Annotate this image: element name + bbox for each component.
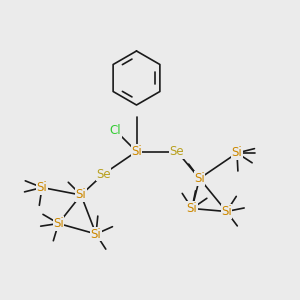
Text: Cl: Cl	[110, 124, 121, 137]
Text: Si: Si	[232, 146, 242, 160]
Text: Si: Si	[91, 227, 101, 241]
Text: Se: Se	[96, 167, 111, 181]
Text: Si: Si	[131, 145, 142, 158]
Text: Si: Si	[37, 181, 47, 194]
Text: Se: Se	[170, 145, 184, 158]
Text: Si: Si	[194, 172, 205, 185]
Text: Si: Si	[221, 205, 232, 218]
Text: Si: Si	[76, 188, 86, 202]
Text: Si: Si	[187, 202, 197, 215]
Text: Si: Si	[53, 217, 64, 230]
